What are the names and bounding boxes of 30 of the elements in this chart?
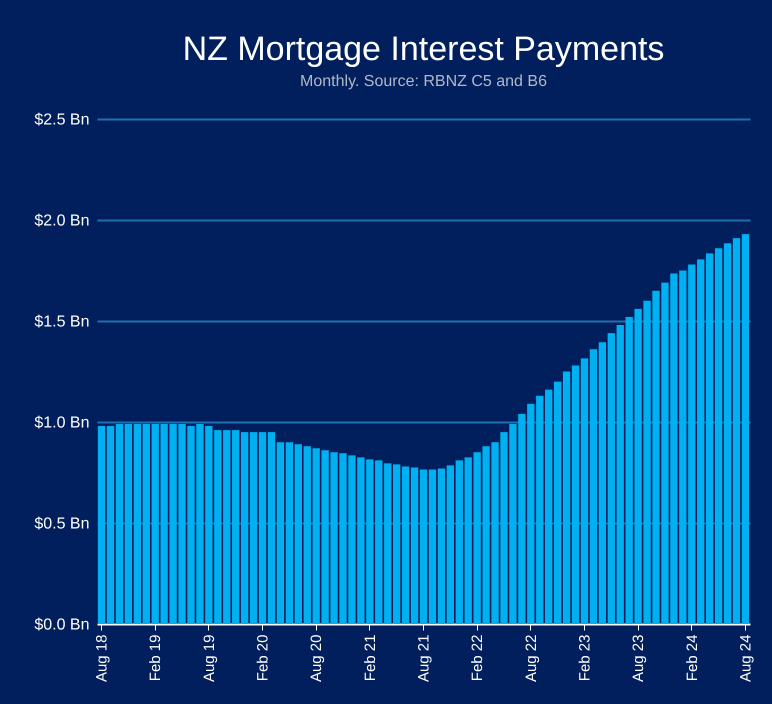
bar	[339, 453, 347, 624]
y-tick-label: $1.5 Bn	[34, 314, 90, 330]
bar	[652, 290, 660, 624]
bar	[187, 426, 195, 624]
x-tick-label: Aug 23	[630, 634, 648, 682]
bar	[732, 238, 740, 624]
bar	[742, 234, 750, 624]
x-tick-label: Aug 22	[522, 634, 540, 682]
bar	[106, 426, 114, 624]
x-tick-label: Aug 20	[308, 634, 326, 682]
x-tick-label: Feb 21	[362, 634, 379, 682]
chart-title: NZ Mortgage Interest Payments	[182, 30, 664, 68]
bar	[98, 426, 106, 624]
bar	[500, 432, 508, 624]
y-tick-label: $0.0 Bn	[34, 616, 90, 634]
y-tick-label: $2.0 Bn	[34, 212, 90, 230]
y-tick-label: $2.5 Bn	[34, 112, 90, 128]
y-tick-label: $0.5 Bn	[34, 516, 90, 532]
x-tick-label: Feb 19	[147, 634, 164, 682]
x-tick-label: Aug 19	[200, 634, 218, 682]
y-tick-label: $1.0 Bn	[34, 414, 90, 432]
x-tick-label: Aug 18	[94, 634, 111, 682]
x-tick-label: Aug 24	[737, 634, 754, 682]
x-tick-label: Feb 24	[684, 634, 701, 682]
bar	[420, 469, 428, 624]
x-tick-label: Aug 21	[416, 634, 432, 682]
x-tick-label: Feb 23	[576, 634, 594, 682]
chart-subtitle: Monthly. Source: RBNZ C5 and B6	[300, 73, 548, 90]
x-tick-label: Feb 22	[469, 634, 486, 682]
x-tick-label: Feb 20	[254, 634, 272, 682]
